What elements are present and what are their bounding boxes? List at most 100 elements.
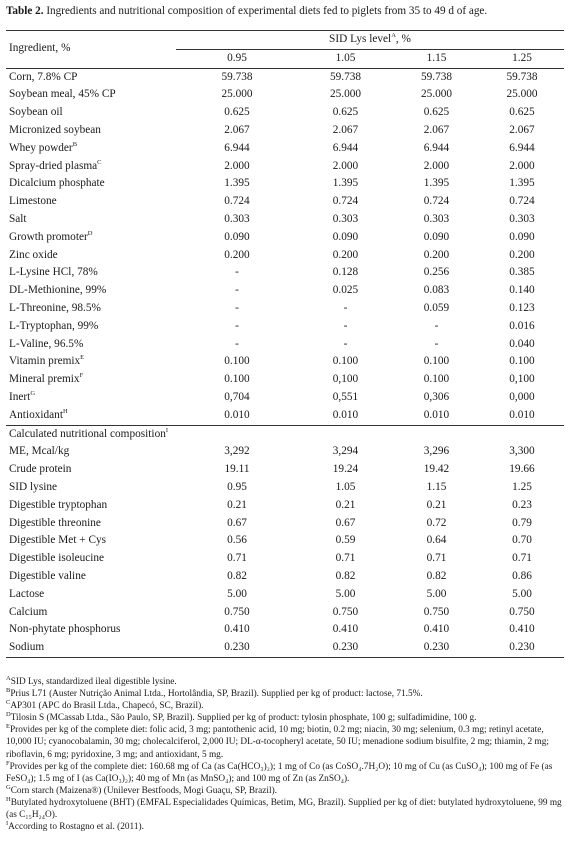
value-cell: 0.750 (423, 605, 450, 618)
value-cell: 19.24 (332, 463, 359, 476)
value-cell: - (434, 319, 439, 332)
sid-lys-level-suffix: , % (395, 33, 411, 45)
value-cell: 2.067 (509, 123, 535, 136)
row-label-text: Spray-dried plasma (9, 159, 98, 172)
value-cell: 0,100 (332, 373, 359, 386)
value-cell: 59.738 (176, 67, 298, 87)
value-cell: 19.66 (509, 463, 535, 476)
ingredient-row: Dicalcium phosphate 1.395 1.395 1.395 1.395 (6, 175, 564, 193)
value-cell: 0.410 (509, 623, 535, 636)
value-cell: 0.100 (423, 373, 450, 386)
table-label: Table 2. (6, 5, 44, 17)
value-cell: 0.23 (512, 498, 532, 511)
row-label-text: Sodium (9, 641, 45, 654)
value-cell: 0.79 (512, 516, 532, 529)
sid-lys-level-sup: A (391, 32, 396, 40)
row-label-text: Whey powder (9, 141, 73, 154)
row-label-text: Crude protein (9, 463, 72, 476)
value-cell: 0.200 (423, 248, 450, 261)
nutrient-name: Digestible tryptophan (6, 497, 176, 515)
ingredient-name: Soybean oil (6, 104, 176, 122)
footnote-text: AP301 (APC do Brasil Ltda., Chapecó, SC,… (10, 701, 204, 712)
nutrient-name: Sodium (6, 639, 176, 658)
row-label-text: Zinc oxide (9, 248, 58, 261)
value-cell: 25.000 (506, 88, 538, 101)
value-cell: 0.025 (332, 284, 359, 297)
ingredient-row: Soybean oil 0.625 0.625 0.625 0.625 (6, 104, 564, 122)
ingredient-row: Vitamin premixE 0.100 0.100 0.100 0.100 (6, 353, 564, 371)
value-cell: 6.944 (423, 141, 450, 154)
value-cell: 5.00 (512, 587, 532, 600)
row-label-text: L-Lysine HCl, 78% (9, 266, 98, 279)
row-label-text: ME, Mcal/kg (9, 445, 70, 458)
footnote-mark: E (6, 723, 10, 731)
row-label-text: L-Valine, 96.5% (9, 337, 84, 350)
ingredient-row: L-Valine, 96.5% - - - 0.040 (6, 336, 564, 354)
value-cell: - (235, 284, 239, 297)
value-cell: 0,000 (509, 390, 535, 403)
footnote-mark: B (72, 141, 78, 149)
value-cell: 2.000 (509, 159, 535, 172)
value-cell: - (235, 301, 239, 314)
value-cell: 0.21 (335, 498, 356, 511)
ingredient-name: L-Valine, 96.5% (6, 336, 176, 354)
row-label-text: Corn, 7.8% CP (9, 70, 78, 83)
value-cell: 1.395 (224, 177, 250, 190)
ingredient-row: Whey powderB 6.944 6.944 6.944 6.944 (6, 140, 564, 158)
value-cell: 6.944 (332, 141, 359, 154)
footnote: ASID Lys, standardized ileal digestible … (6, 675, 568, 688)
value-cell: 0.200 (509, 248, 535, 261)
value-cell: 0,704 (224, 390, 250, 403)
value-cell: - (343, 319, 348, 332)
value-cell: 0.71 (512, 552, 532, 565)
footnote-mark: H (62, 407, 68, 415)
row-label-text: L-Tryptophan, 99% (9, 319, 99, 332)
value-cell: 1.15 (426, 480, 447, 493)
footnote-text: Provides per kg of the complete diet: 16… (6, 761, 553, 784)
value-cell: 0.72 (426, 516, 447, 529)
ingredient-name: InertG (6, 389, 176, 407)
value-cell: 0.70 (512, 534, 532, 547)
footnote-mark: D (6, 711, 11, 719)
row-label-text: Digestible tryptophan (9, 498, 108, 511)
footnote: EProvides per kg of the complete diet: f… (6, 724, 568, 760)
value-cell: 1.395 (509, 177, 535, 190)
row-label-text: Calcium (9, 605, 48, 618)
value-cell: 0.303 (224, 212, 250, 225)
level-header: 1.15 (426, 51, 447, 64)
value-cell: 0.724 (224, 195, 250, 208)
value-cell: 0.625 (224, 106, 250, 119)
footnote: FProvides per kg of the complete diet: 1… (6, 759, 568, 785)
value-cell: 2.000 (423, 159, 450, 172)
value-cell: 0.625 (423, 106, 450, 119)
value-cell: 0.410 (423, 623, 450, 636)
value-cell: 6.944 (224, 141, 250, 154)
value-cell: 0.100 (332, 355, 359, 368)
value-cell: 25.000 (329, 88, 362, 101)
value-cell: 0.21 (426, 498, 447, 511)
nutrient-name: Lactose (6, 586, 176, 604)
level-header: 0.95 (227, 51, 247, 64)
row-label-text: L-Threonine, 98.5% (9, 301, 101, 314)
row-label-text: Antioxidant (9, 408, 63, 421)
row-label-text: Digestible threonine (9, 516, 101, 529)
nutrient-row: Digestible threonine 0.67 0.67 0.72 0.79 (6, 515, 564, 533)
value-cell: 0.128 (332, 266, 359, 279)
row-label-text: Non-phytate phosphorus (9, 623, 121, 636)
nutrient-row: Digestible isoleucine 0.71 0.71 0.71 0.71 (6, 550, 564, 568)
ingredient-name: L-Threonine, 98.5% (6, 300, 176, 318)
ingredient-row: DL-Methionine, 99% - 0.025 0.083 0.140 (6, 282, 564, 300)
footnote-mark: C (97, 158, 102, 166)
footnote-mark: F (6, 759, 10, 767)
value-cell: 0.67 (227, 516, 247, 529)
nutrient-row: ME, Mcal/kg 3,292 3,294 3,296 3,300 (6, 443, 564, 461)
value-cell: 2.067 (423, 123, 450, 136)
row-label-text: Micronized soybean (9, 123, 101, 136)
value-cell: 0.71 (227, 552, 247, 565)
calculated-section-title: Calculated nutritional compositionI (6, 424, 564, 444)
level-header: 1.25 (512, 51, 532, 64)
value-cell: 0.123 (509, 301, 535, 314)
sid-lys-level-header: SID Lys levelA, % (176, 30, 564, 50)
row-label-text: Mineral premix (9, 373, 80, 386)
ingredient-row: Zinc oxide 0.200 0.200 0.200 0.200 (6, 247, 564, 265)
